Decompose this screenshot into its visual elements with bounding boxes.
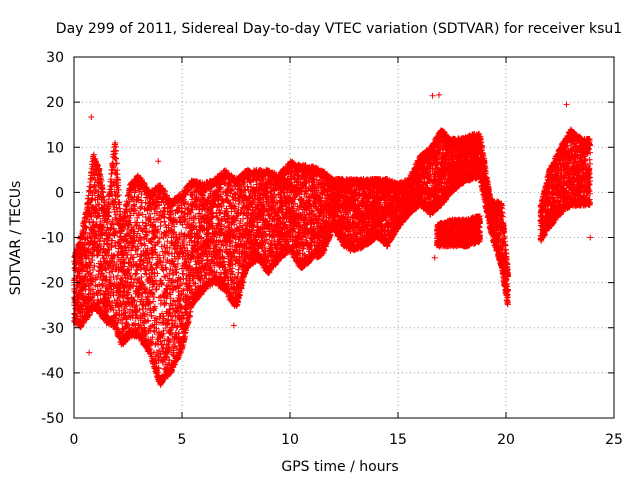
data-point <box>87 212 94 219</box>
data-point <box>89 195 96 202</box>
data-point <box>100 255 107 262</box>
data-point <box>139 219 146 226</box>
data-point-top <box>98 178 105 185</box>
chart-title: Day 299 of 2011, Sidereal Day-to-day VTE… <box>56 21 622 37</box>
data-point <box>88 272 95 279</box>
data-point <box>183 224 190 231</box>
data-point <box>88 213 95 220</box>
data-point <box>104 241 111 248</box>
data-point <box>191 216 198 223</box>
data-point <box>161 302 168 309</box>
data-point <box>133 270 140 277</box>
data-point <box>97 235 104 242</box>
data-point <box>90 218 97 225</box>
data-point <box>85 246 92 253</box>
data-point-top <box>100 194 107 201</box>
data-point <box>94 274 101 281</box>
data-point-top <box>100 193 107 200</box>
data-point <box>158 243 165 250</box>
data-point <box>91 183 98 190</box>
data-point <box>78 259 85 266</box>
data-point <box>89 267 96 274</box>
data-point <box>99 282 106 289</box>
data-point-top <box>92 158 99 165</box>
data-point-top <box>99 188 106 195</box>
data-point <box>87 183 94 190</box>
data-point <box>98 262 105 269</box>
data-point <box>87 262 94 269</box>
data-layer <box>71 91 594 388</box>
data-point <box>100 221 107 228</box>
data-point <box>91 238 98 245</box>
data-point <box>91 262 98 269</box>
data-point-top <box>96 166 103 173</box>
data-point <box>142 270 149 277</box>
data-point <box>96 281 103 288</box>
data-point <box>86 241 93 248</box>
data-point <box>97 287 104 294</box>
data-point <box>87 249 94 256</box>
data-point <box>154 270 161 277</box>
